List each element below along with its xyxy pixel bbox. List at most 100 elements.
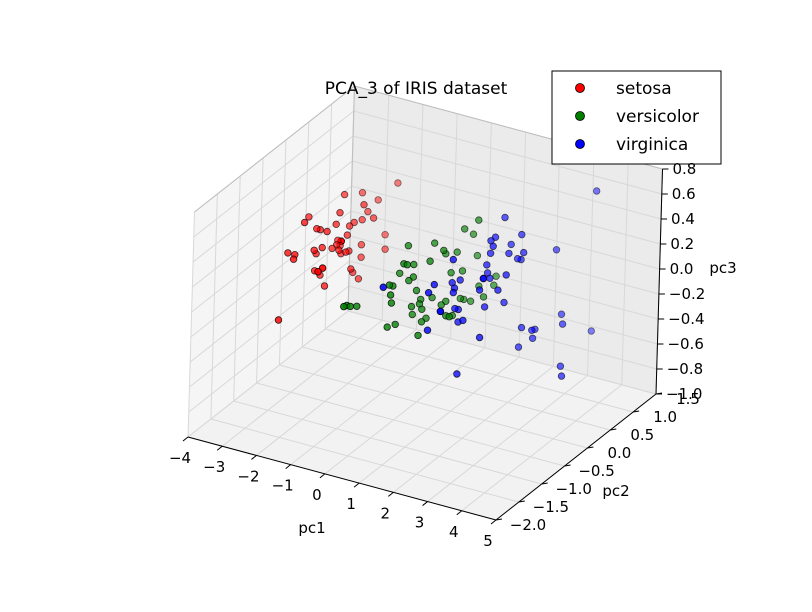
point-virginica: [558, 320, 567, 328]
z-tick-label: 0.0: [670, 260, 694, 278]
point-setosa: [381, 230, 389, 239]
y-tick-label: 1.5: [676, 390, 700, 408]
point-virginica: [552, 246, 561, 254]
point-versicolor: [417, 318, 426, 326]
point-virginica: [502, 271, 510, 279]
legend-marker-setosa: [575, 83, 585, 93]
point-setosa: [318, 243, 326, 252]
point-setosa: [357, 253, 365, 261]
point-setosa: [335, 246, 343, 254]
point-virginica: [557, 310, 566, 318]
point-setosa: [274, 316, 283, 324]
point-versicolor: [492, 272, 500, 280]
legend-label-setosa: setosa: [616, 79, 672, 99]
point-setosa: [328, 244, 336, 253]
point-virginica: [449, 255, 457, 264]
x-tick: [216, 445, 223, 451]
point-virginica: [501, 213, 509, 222]
point-virginica: [483, 261, 491, 269]
y-tick-label: 0.0: [607, 444, 631, 462]
point-versicolor: [410, 260, 418, 269]
y-tick-label: 0.5: [630, 426, 654, 444]
point-virginica: [518, 230, 526, 239]
point-setosa: [374, 196, 382, 204]
point-versicolor: [391, 320, 399, 329]
point-virginica: [528, 334, 537, 342]
x-tick-label: −4: [169, 449, 191, 467]
point-versicolor: [385, 281, 394, 289]
point-versicolor: [346, 302, 354, 311]
point-versicolor: [414, 331, 422, 340]
y-tick-label: 1.0: [653, 408, 677, 426]
x-axis-title: pc1: [298, 519, 325, 537]
y-tick: [518, 500, 525, 503]
legend-marker-virginica: [575, 139, 585, 149]
y-tick: [633, 410, 640, 413]
point-versicolor: [340, 302, 348, 311]
point-versicolor: [490, 281, 498, 289]
point-virginica: [430, 280, 438, 289]
y-tick-label: −1.5: [533, 498, 569, 516]
point-virginica: [528, 326, 536, 334]
point-versicolor: [353, 302, 361, 310]
x-tick: [422, 501, 428, 506]
point-setosa: [336, 208, 344, 217]
point-setosa: [369, 214, 378, 222]
point-virginica: [513, 255, 522, 263]
z-tick-label: −0.6: [667, 335, 703, 353]
point-virginica: [556, 362, 565, 370]
point-setosa: [358, 215, 366, 224]
point-virginica: [379, 283, 387, 291]
point-virginica: [500, 298, 508, 307]
point-setosa: [300, 218, 309, 227]
point-versicolor: [475, 216, 483, 224]
point-virginica: [520, 248, 528, 257]
z-tick-label: −1.0: [666, 385, 702, 403]
point-versicolor: [479, 293, 488, 301]
x-tick-label: 5: [483, 532, 493, 550]
point-virginica: [423, 326, 432, 334]
z-tick-label: −0.4: [668, 310, 704, 328]
point-setosa: [358, 188, 367, 197]
point-setosa: [340, 190, 349, 199]
point-versicolor: [412, 286, 421, 295]
x-tick: [285, 464, 291, 470]
point-virginica: [486, 249, 495, 257]
point-versicolor: [447, 269, 455, 277]
z-tick-label: 0.4: [671, 210, 695, 228]
point-setosa: [332, 220, 340, 228]
point-virginica: [456, 276, 464, 284]
point-setosa: [342, 248, 350, 256]
point-versicolor: [396, 269, 404, 277]
y-axis-title: pc2: [602, 482, 629, 500]
point-versicolor: [461, 225, 469, 233]
x-tick: [353, 482, 360, 488]
point-virginica: [479, 274, 488, 283]
x-tick-label: −1: [272, 477, 294, 495]
point-versicolor: [437, 301, 445, 309]
x-tick-label: 0: [312, 486, 322, 504]
point-setosa: [289, 255, 298, 263]
x-tick-label: −3: [203, 458, 225, 476]
point-setosa: [284, 249, 292, 257]
point-setosa: [343, 231, 351, 239]
point-versicolor: [431, 239, 439, 247]
tick-marks: [182, 168, 669, 525]
point-setosa: [314, 268, 322, 276]
z-tick-label: −0.8: [667, 360, 703, 378]
x-tick-label: 3: [415, 514, 425, 532]
z-tick-label: 0.6: [672, 185, 696, 203]
point-versicolor: [405, 276, 413, 285]
point-versicolor: [383, 323, 391, 331]
data-points: [274, 179, 601, 380]
point-setosa: [381, 245, 389, 253]
point-versicolor: [404, 241, 413, 250]
point-virginica: [517, 323, 526, 332]
x-tick-label: 2: [381, 504, 391, 522]
z-tick-label: −0.2: [669, 285, 705, 303]
legend: setosa versicolor virginica: [551, 70, 722, 165]
point-virginica: [505, 249, 513, 258]
point-virginica: [453, 370, 461, 378]
point-virginica: [449, 288, 457, 297]
